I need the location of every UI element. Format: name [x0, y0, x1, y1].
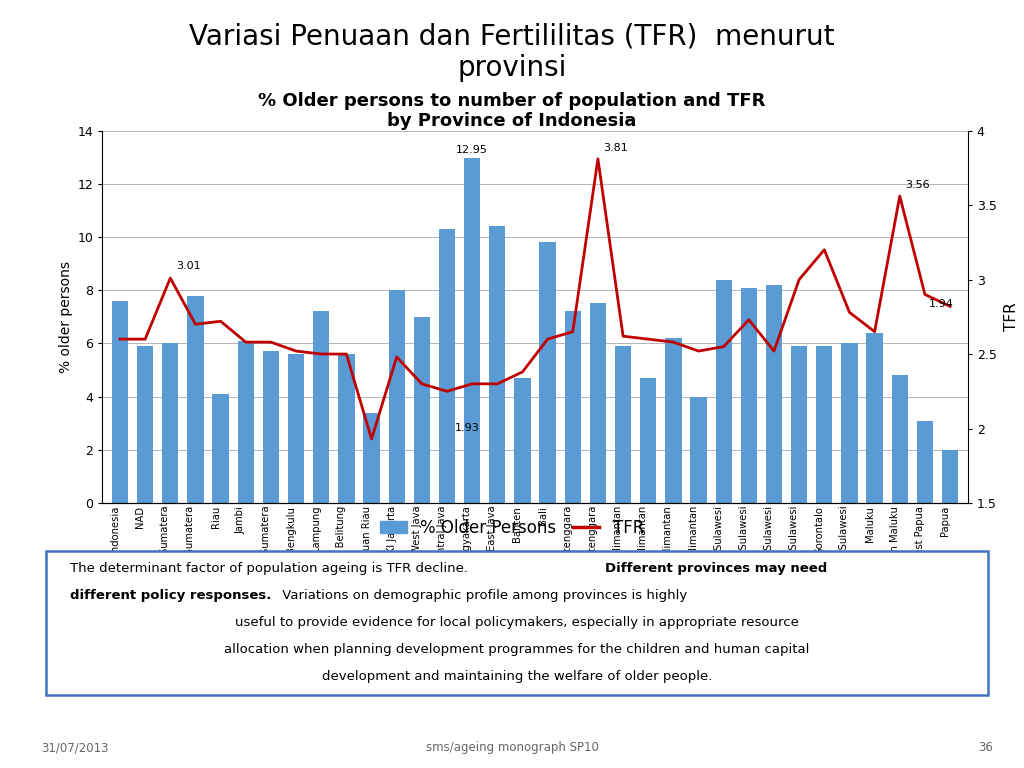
- Bar: [288, 354, 304, 503]
- Bar: [364, 412, 380, 503]
- Bar: [816, 346, 833, 503]
- FancyBboxPatch shape: [46, 551, 988, 695]
- Bar: [137, 346, 154, 503]
- Bar: [590, 303, 606, 503]
- Text: useful to provide evidence for local policymakers, especially in appropriate res: useful to provide evidence for local pol…: [236, 617, 799, 629]
- Bar: [263, 352, 280, 503]
- Bar: [716, 280, 732, 503]
- Text: 1.94: 1.94: [929, 299, 953, 309]
- Bar: [740, 287, 757, 503]
- Text: 3.81: 3.81: [603, 143, 628, 153]
- Bar: [540, 243, 556, 503]
- Text: sms/ageing monograph SP10: sms/ageing monograph SP10: [426, 741, 598, 754]
- Bar: [514, 378, 530, 503]
- Text: provinsi: provinsi: [458, 54, 566, 81]
- Bar: [464, 158, 480, 503]
- Text: different policy responses.: different policy responses.: [70, 589, 271, 602]
- Bar: [942, 450, 958, 503]
- Bar: [666, 338, 682, 503]
- Bar: [690, 396, 707, 503]
- Text: development and maintaining the welfare of older people.: development and maintaining the welfare …: [322, 670, 713, 683]
- Bar: [564, 312, 581, 503]
- Bar: [338, 354, 354, 503]
- Bar: [791, 346, 807, 503]
- Bar: [766, 285, 782, 503]
- Bar: [313, 312, 330, 503]
- Bar: [238, 341, 254, 503]
- Text: Different provinces may need: Different provinces may need: [605, 562, 827, 575]
- Bar: [112, 301, 128, 503]
- Bar: [866, 333, 883, 503]
- Bar: [439, 229, 456, 503]
- Bar: [162, 343, 178, 503]
- Text: The determinant factor of population ageing is TFR decline.: The determinant factor of population age…: [70, 562, 472, 575]
- Legend: % Older Persons, TFR: % Older Persons, TFR: [374, 512, 650, 543]
- Text: % Older persons to number of population and TFR: % Older persons to number of population …: [258, 92, 766, 111]
- Text: Variasi Penuaan dan Fertililitas (TFR)  menurut: Variasi Penuaan dan Fertililitas (TFR) m…: [189, 23, 835, 51]
- Text: by Province of Indonesia: by Province of Indonesia: [387, 112, 637, 131]
- Bar: [892, 376, 908, 503]
- Bar: [212, 394, 228, 503]
- Text: 12.95: 12.95: [457, 144, 488, 154]
- Text: 36: 36: [978, 741, 993, 754]
- Text: allocation when planning development programmes for the children and human capit: allocation when planning development pro…: [224, 643, 810, 656]
- Bar: [187, 296, 204, 503]
- Bar: [388, 290, 404, 503]
- Text: 31/07/2013: 31/07/2013: [41, 741, 109, 754]
- Text: Variations on demographic profile among provinces is highly: Variations on demographic profile among …: [278, 589, 687, 602]
- Bar: [842, 343, 858, 503]
- Bar: [414, 317, 430, 503]
- Bar: [614, 346, 631, 503]
- Y-axis label: TFR: TFR: [1004, 303, 1019, 331]
- Bar: [640, 378, 656, 503]
- Text: 3.56: 3.56: [905, 180, 930, 190]
- Y-axis label: % older persons: % older persons: [59, 261, 74, 372]
- Text: 1.93: 1.93: [455, 423, 479, 433]
- Text: 3.01: 3.01: [176, 260, 202, 270]
- Bar: [489, 227, 506, 503]
- Bar: [916, 421, 933, 503]
